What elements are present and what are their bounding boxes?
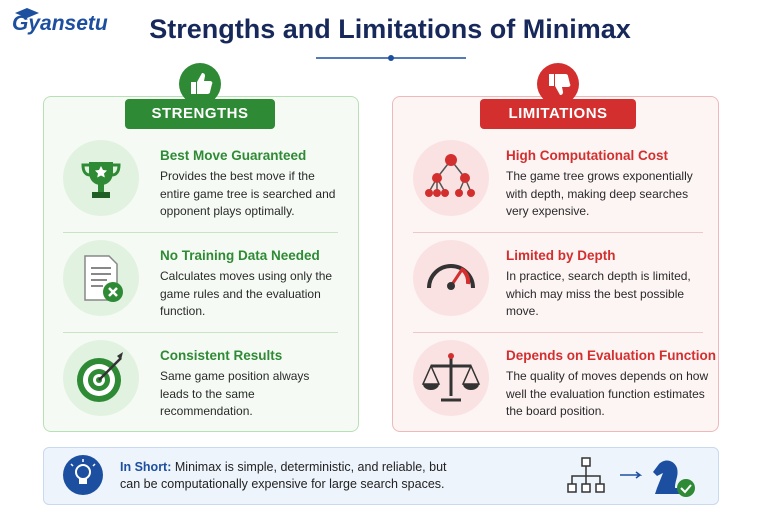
item-title: No Training Data Needed xyxy=(160,248,320,263)
tree-to-knight-icon xyxy=(567,457,695,497)
item-text: The game tree grows exponentially with d… xyxy=(506,169,693,218)
item-icon xyxy=(63,140,139,216)
summary-text: In Short: Minimax is simple, determinist… xyxy=(120,459,465,493)
thumbs-up-icon xyxy=(179,63,221,105)
item-icon xyxy=(413,240,489,316)
title-rule xyxy=(316,55,466,61)
separator xyxy=(413,232,703,233)
logo: Gyansetu xyxy=(12,12,108,35)
item-title: High Computational Cost xyxy=(506,148,668,163)
logo-cap xyxy=(15,8,39,18)
summary-box xyxy=(43,447,719,505)
item-title: Depends on Evaluation Function xyxy=(506,348,717,363)
item-text: Calculates moves using only the game rul… xyxy=(160,269,333,318)
summary-label: In Short: xyxy=(120,460,172,474)
bulb-icon xyxy=(63,455,103,495)
item-text: In practice, search depth is limited, wh… xyxy=(506,269,691,318)
item-text: Same game position always leads to the s… xyxy=(160,369,310,418)
item-icon xyxy=(63,240,139,316)
item-title: Consistent Results xyxy=(160,348,283,363)
page-title: Strengths and Limitations of Minimax xyxy=(149,14,631,44)
item-icon xyxy=(413,340,489,416)
separator xyxy=(63,232,338,233)
item-text: Provides the best move if the entire gam… xyxy=(160,169,336,218)
thumbs-down-icon xyxy=(537,63,579,105)
separator xyxy=(413,332,703,333)
summary-body: Minimax is simple, deterministic, and re… xyxy=(120,460,447,491)
item-icon xyxy=(413,140,489,216)
item-title: Best Move Guaranteed xyxy=(160,148,307,163)
strengths-badge: STRENGTHS xyxy=(125,99,275,129)
separator xyxy=(63,332,338,333)
item-title: Limited by Depth xyxy=(506,248,616,263)
item-text: The quality of moves depends on how well… xyxy=(506,369,709,418)
item-icon xyxy=(63,340,139,416)
